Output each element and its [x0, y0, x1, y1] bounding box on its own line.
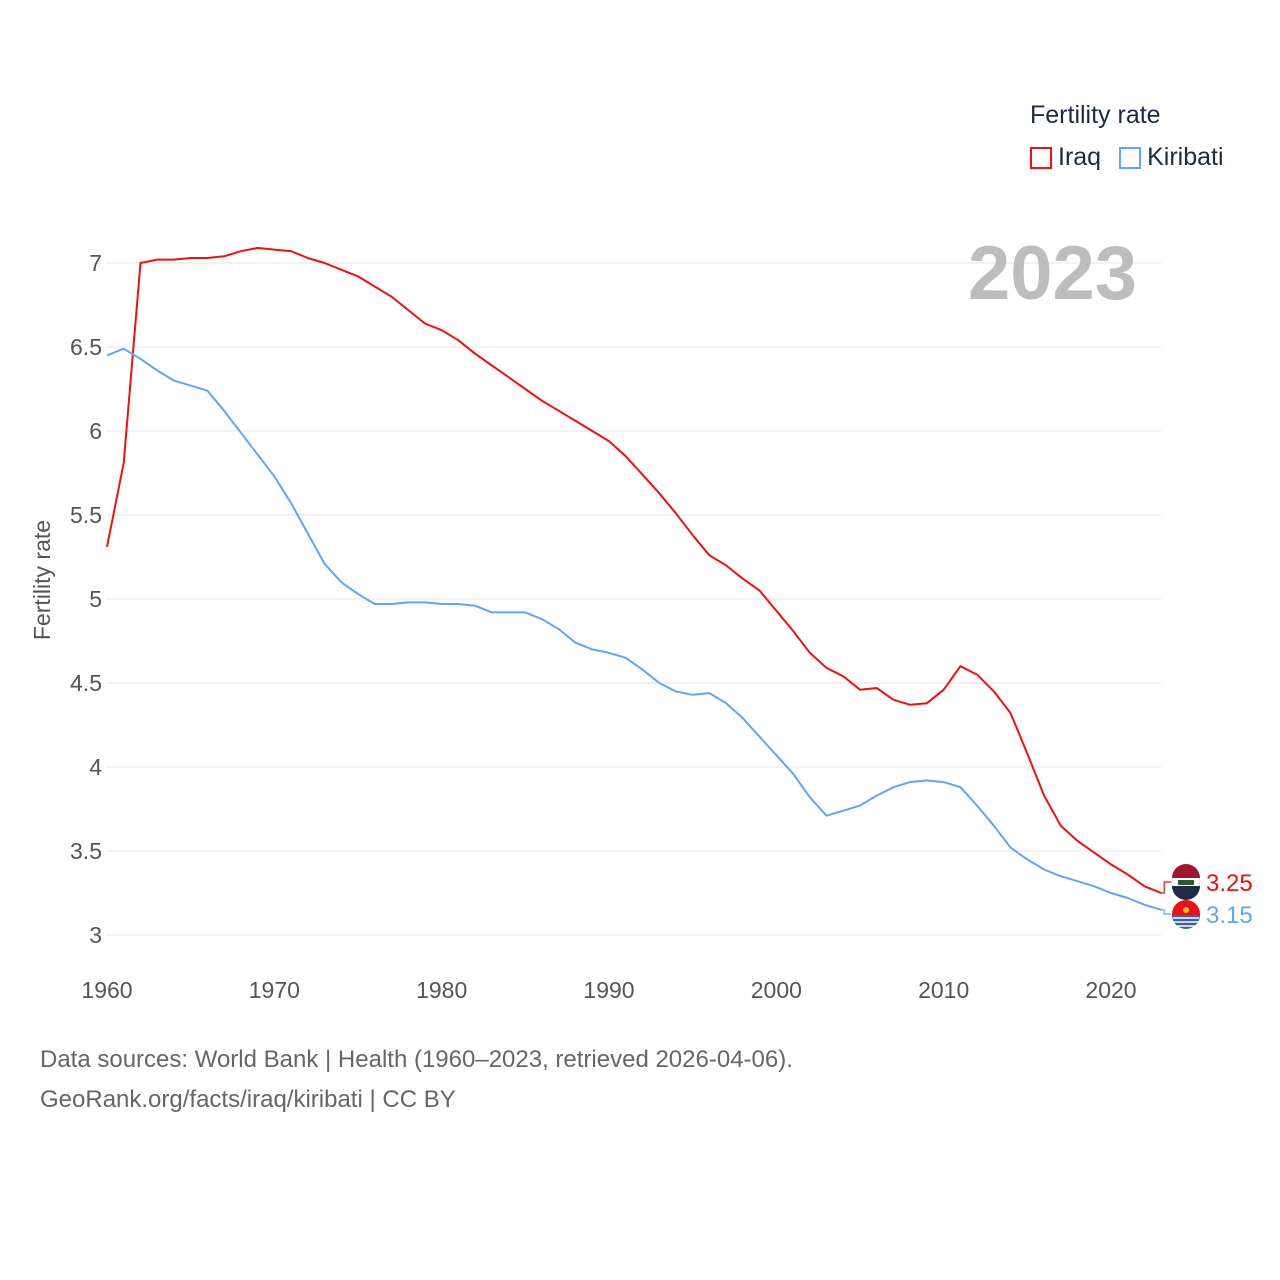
attribution-text[interactable]: GeoRank.org/facts/iraq/kiribati | CC BY: [40, 1086, 456, 1113]
data-source-text: Data sources: World Bank | Health (1960–…: [40, 1046, 793, 1073]
legend: Iraq Kiribati: [1030, 143, 1224, 172]
series-line-iraq: [106, 246, 1162, 894]
series-line-kiribati: [106, 347, 1162, 911]
x-tick-label: 1960: [81, 977, 132, 1003]
end-connector: [1161, 909, 1172, 915]
y-tick-label: 3: [89, 922, 102, 948]
y-tick-label: 6: [89, 418, 102, 444]
x-tick-label: 2000: [751, 977, 802, 1003]
end-value-label-kiribati: 3.15: [1206, 902, 1253, 929]
legend-label: Iraq: [1058, 143, 1102, 171]
y-tick-label: 4.5: [70, 670, 102, 696]
y-tick-label: 5: [89, 586, 102, 612]
legend-swatch-kiribati: [1119, 146, 1142, 169]
x-tick-label: 1990: [583, 977, 634, 1003]
y-tick-label: 4: [89, 754, 102, 780]
end-value-label-iraq: 3.25: [1206, 870, 1253, 897]
legend-label: Kiribati: [1147, 143, 1224, 171]
x-tick-label: 2020: [1085, 977, 1136, 1003]
end-connector: [1161, 881, 1172, 894]
legend-item-kiribati[interactable]: Kiribati: [1119, 143, 1224, 172]
legend-title: Fertility rate: [1030, 101, 1161, 129]
iraq-flag-script: [1178, 880, 1194, 885]
kiribati-flag-sun: [1183, 907, 1189, 913]
y-tick-label: 7: [89, 250, 102, 276]
legend-item-iraq[interactable]: Iraq: [1030, 143, 1101, 172]
y-tick-label: 3.5: [70, 838, 102, 864]
x-tick-label: 2010: [918, 977, 969, 1003]
current-year-label: 2023: [968, 231, 1138, 316]
x-tick-label: 1980: [416, 977, 467, 1003]
iraq-flag-red-band: [1172, 864, 1200, 878]
legend-swatch-iraq: [1030, 146, 1052, 169]
x-tick-label: 1970: [249, 977, 300, 1003]
y-tick-label: 6.5: [70, 334, 102, 360]
iraq-flag-dark-band: [1172, 886, 1200, 900]
y-tick-label: 5.5: [70, 502, 102, 528]
y-axis-title: Fertility rate: [29, 520, 55, 640]
